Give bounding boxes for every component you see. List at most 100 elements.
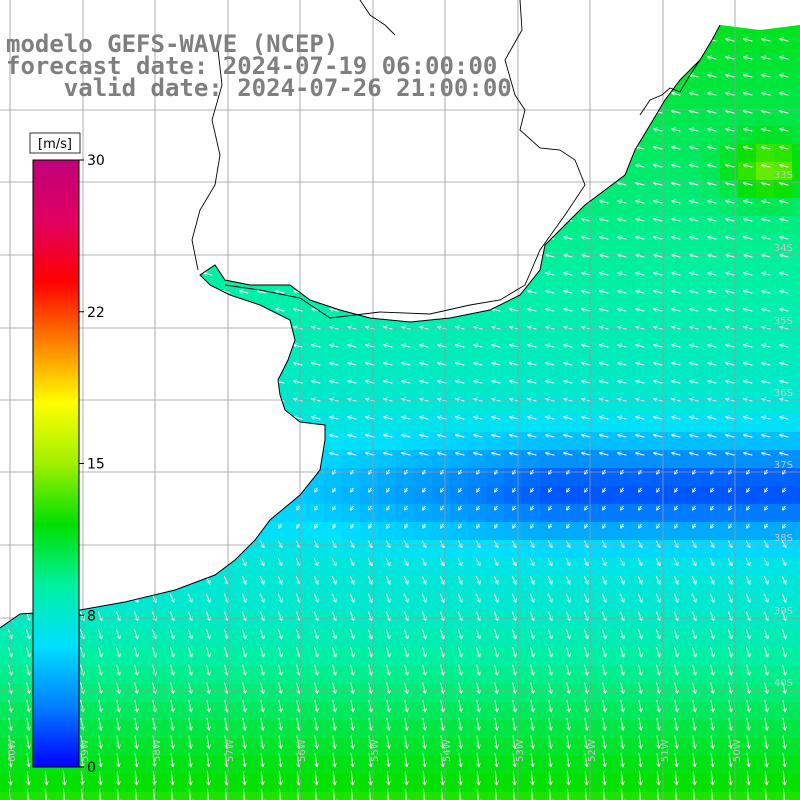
wind-arrow [294,453,303,455]
field-cell [234,396,253,415]
wind-arrow [243,523,246,528]
wind-arrow [546,129,555,131]
field-cell [648,36,667,55]
field-cell [486,414,505,433]
longitude-label: 57W [225,739,236,762]
field-cell [144,216,163,235]
field-cell [540,180,559,199]
field-cell [108,468,127,487]
field-cell [792,612,800,631]
wind-arrow [150,273,159,275]
field-cell [144,198,163,217]
field-cell [216,216,235,235]
field-cell [468,306,487,325]
field-cell [594,378,613,397]
field-cell [108,504,127,523]
field-cell [144,288,163,307]
wind-arrow [330,111,339,113]
field-cell [0,270,19,289]
field-cell [180,558,199,577]
field-cell [648,198,667,217]
field-cell [126,288,145,307]
wind-arrow [261,523,264,528]
field-cell [738,180,757,199]
field-cell [432,396,451,415]
field-cell [180,0,199,19]
field-cell [396,144,415,163]
field-cell [144,324,163,343]
field-cell [180,234,199,253]
field-cell [666,108,685,127]
wind-arrow [546,201,555,203]
field-cell [144,414,163,433]
field-cell [0,324,19,343]
field-cell [306,558,325,577]
field-cell [684,90,703,109]
wind-arrow [276,129,285,131]
field-cell [774,108,793,127]
wind-arrow [348,147,357,149]
field-cell [198,198,217,217]
field-cell [486,396,505,415]
field-cell [792,720,800,739]
wind-arrow [96,237,105,239]
field-cell [594,468,613,487]
wind-arrow [510,165,519,167]
wind-arrow [330,201,339,203]
wind-arrow [114,201,123,203]
wind-arrow [114,165,123,167]
wind-arrow [186,201,195,203]
field-cell [792,252,800,271]
field-cell [738,414,757,433]
field-cell [738,432,757,451]
field-cell [792,432,800,451]
field-cell [774,360,793,379]
colorbar-tick-label: 0 [87,760,96,776]
field-cell [792,25,800,37]
field-cell [504,396,523,415]
field-cell [702,288,721,307]
field-cell [792,306,800,325]
field-cell [720,126,739,145]
field-cell [738,504,757,523]
field-cell [432,558,451,577]
wind-arrow [528,57,537,59]
field-cell [738,792,757,800]
wind-arrow [186,111,195,113]
wind-arrow [510,129,519,131]
wind-arrow [27,487,30,492]
wind-arrow [564,147,573,149]
wind-arrow [276,165,285,167]
field-cell [198,288,217,307]
wind-arrow [654,75,663,77]
wind-arrow [420,219,429,221]
field-cell [666,324,685,343]
field-cell [306,522,325,541]
wind-arrow [117,523,120,528]
field-cell [378,198,397,217]
wind-arrow [186,129,195,131]
wind-arrow [78,129,87,131]
field-cell [702,0,721,19]
field-cell [342,576,361,595]
field-cell [756,522,775,541]
field-cell [414,432,433,451]
field-cell [774,468,793,487]
field-cell [252,792,271,800]
field-cell [720,25,739,37]
field-cell [630,576,649,595]
field-cell [522,180,541,199]
field-cell [252,216,271,235]
field-cell [756,576,775,595]
wind-arrow [402,183,411,185]
field-cell [414,162,433,181]
field-cell [630,180,649,199]
field-cell [774,216,793,235]
field-cell [342,234,361,253]
field-cell [180,198,199,217]
wind-arrow [600,183,609,185]
field-cell [198,522,217,541]
field-cell [594,450,613,469]
wind-arrow [132,165,141,167]
